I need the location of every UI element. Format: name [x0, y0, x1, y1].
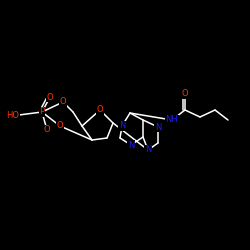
Text: N: N	[155, 122, 161, 132]
Text: NH: NH	[166, 116, 178, 124]
Text: O: O	[182, 90, 188, 98]
Text: O: O	[47, 92, 53, 102]
Text: O: O	[60, 98, 66, 106]
Text: N: N	[145, 146, 151, 154]
Text: O: O	[57, 122, 63, 130]
Text: N: N	[119, 122, 125, 130]
Text: O: O	[97, 106, 103, 114]
Text: HO: HO	[6, 110, 19, 120]
Text: P: P	[40, 108, 44, 116]
Text: O: O	[44, 126, 50, 134]
Text: N: N	[128, 140, 134, 149]
